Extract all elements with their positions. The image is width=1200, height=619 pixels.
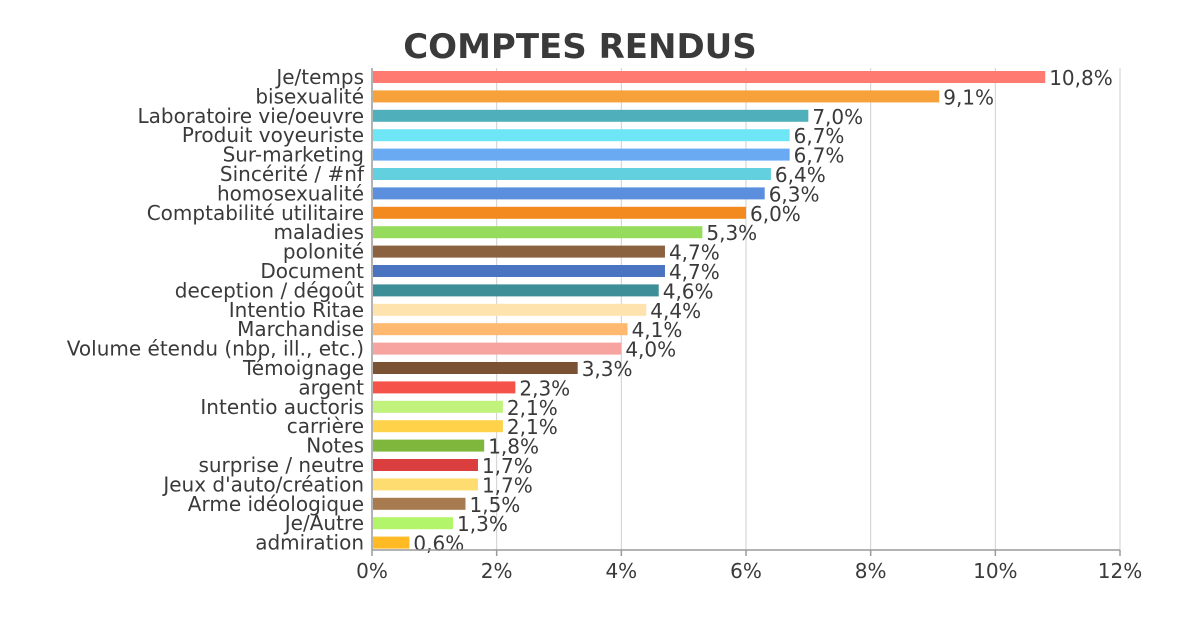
value-label: 6,4% <box>775 163 826 187</box>
bar <box>373 245 665 258</box>
category-label: deception / dégoût <box>175 278 364 302</box>
value-label: 4,6% <box>663 279 714 303</box>
bar <box>373 226 703 239</box>
value-label: 4,7% <box>669 241 720 265</box>
category-label: Jeux d'auto/création <box>161 472 364 496</box>
bar <box>373 129 790 142</box>
bar <box>373 439 485 452</box>
bar <box>373 459 478 471</box>
category-label: Laboratoire vie/oeuvre <box>138 104 364 128</box>
value-label: 4,4% <box>650 299 701 323</box>
bars-layer <box>373 71 1046 549</box>
category-label: Je/Autre <box>283 511 364 535</box>
bar <box>373 303 647 316</box>
value-label: 2,1% <box>507 415 558 439</box>
x-tick-label: 12% <box>1098 559 1142 583</box>
bar <box>373 536 410 549</box>
category-label: Document <box>260 259 364 283</box>
bar <box>373 148 790 161</box>
x-tick-label: 10% <box>973 559 1017 583</box>
value-label: 7,0% <box>812 105 863 129</box>
category-label: bisexualité <box>255 84 364 108</box>
x-tick-label: 8% <box>855 559 887 583</box>
x-tick-label: 4% <box>605 559 637 583</box>
axis-layer: 0% 2% 4% 6% 8% 10% 12% <box>356 68 1142 583</box>
bar <box>373 362 578 374</box>
bar <box>373 497 466 510</box>
category-label: maladies <box>273 220 364 244</box>
grid-layer <box>496 68 1121 550</box>
bar <box>373 265 665 277</box>
value-label: 4,0% <box>625 338 676 362</box>
bar <box>373 71 1046 83</box>
category-label: argent <box>298 375 364 399</box>
x-tick-label: 6% <box>730 559 762 583</box>
category-label: Arme idéologique <box>188 492 364 516</box>
bar <box>373 400 503 413</box>
value-label: 4,1% <box>632 318 683 342</box>
value-label: 6,7% <box>794 144 845 168</box>
value-label: 2,1% <box>507 396 558 420</box>
value-label: 6,0% <box>750 202 801 226</box>
value-label: 1,5% <box>470 493 521 517</box>
value-label: 10,8% <box>1049 66 1113 90</box>
value-label: 0,6% <box>413 532 464 556</box>
category-label: carrière <box>287 414 364 438</box>
value-label: 3,3% <box>582 357 633 381</box>
value-label: 4,7% <box>669 260 720 284</box>
bar <box>373 478 478 491</box>
bar <box>373 342 622 355</box>
category-label: Marchandise <box>237 317 364 341</box>
category-label: Témoignage <box>242 356 364 380</box>
category-label: polonité <box>283 240 364 264</box>
value-label: 6,3% <box>769 182 820 206</box>
x-tick-label: 0% <box>356 559 388 583</box>
value-label: 9,1% <box>943 85 994 109</box>
category-label: Volume étendu (nbp, ill., etc.) <box>67 337 364 361</box>
bar <box>373 90 940 103</box>
category-label: Sincérité / #nf <box>220 162 365 186</box>
value-label: 1,7% <box>482 454 533 478</box>
category-label: Je/temps <box>274 65 364 89</box>
category-label: Sur-marketing <box>223 143 364 167</box>
bar <box>373 206 746 219</box>
value-label: 1,3% <box>457 512 508 536</box>
category-label: surprise / neutre <box>198 453 364 477</box>
bar <box>373 420 503 433</box>
bar <box>373 284 659 297</box>
category-label: Notes <box>306 434 364 458</box>
value-label: 6,7% <box>794 124 845 148</box>
bar <box>373 187 765 200</box>
bar <box>373 381 516 394</box>
category-label: admiration <box>255 531 364 555</box>
value-label: 5,3% <box>706 221 757 245</box>
category-label: Comptabilité utilitaire <box>147 201 364 225</box>
category-label: Intentio auctoris <box>200 395 364 419</box>
category-label: Produit voyeuriste <box>182 123 364 147</box>
bar <box>373 109 809 122</box>
bar <box>373 323 628 336</box>
value-label: 2,3% <box>519 376 570 400</box>
category-label: homosexualité <box>217 181 364 205</box>
category-label: Intentio Ritae <box>229 298 364 322</box>
chart-title: COMPTES RENDUS <box>403 27 757 67</box>
labels-layer: Je/temps 10,8% bisexualité 9,1% Laboratoire … <box>67 65 1113 556</box>
value-label: 1,7% <box>482 473 533 497</box>
bar <box>373 517 454 530</box>
value-label: 1,8% <box>488 435 539 459</box>
x-tick-label: 2% <box>481 559 513 583</box>
bar <box>373 168 771 180</box>
